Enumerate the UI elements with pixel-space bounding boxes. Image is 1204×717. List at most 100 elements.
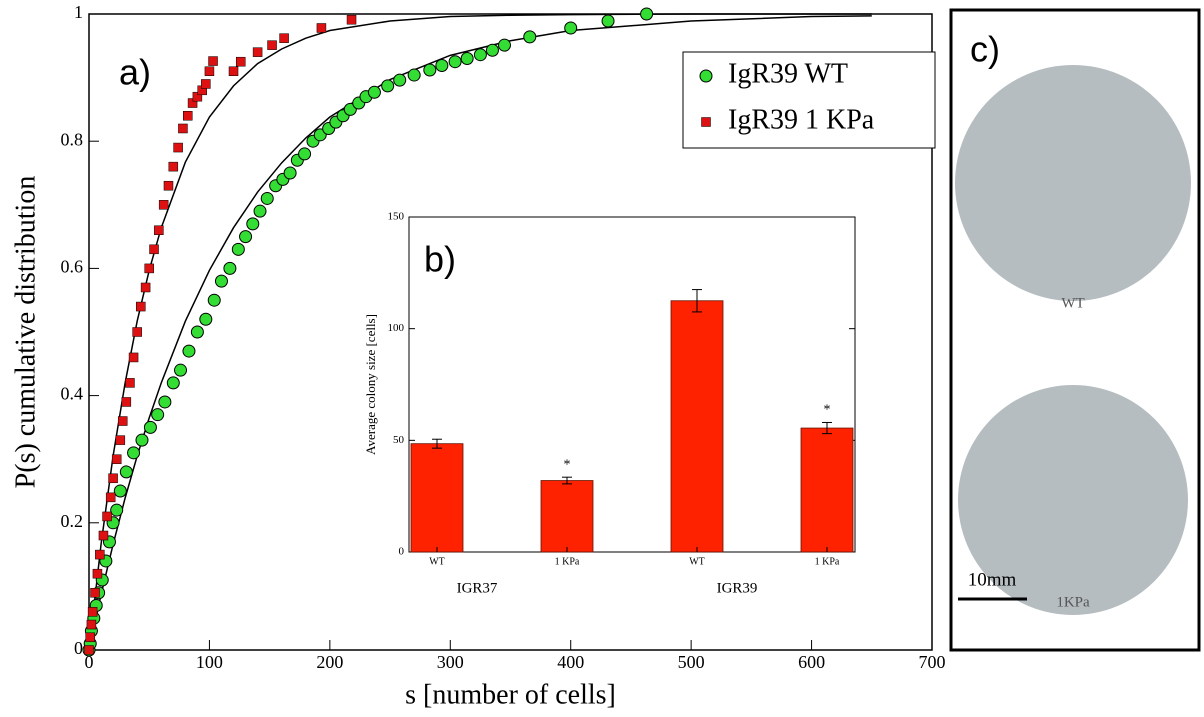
data-point [174, 363, 188, 377]
data-point [316, 23, 327, 33]
data-point [178, 123, 188, 134]
x-axis-label: s [number of cells] [405, 679, 616, 710]
data-point [423, 63, 437, 77]
y-tick-label: 0 [399, 546, 405, 558]
data-point [448, 55, 462, 69]
data-point [201, 79, 211, 89]
data-point [125, 378, 135, 388]
y-tick-label: 0.8 [61, 129, 84, 149]
data-point [260, 191, 274, 205]
data-point [246, 217, 260, 231]
data-point [473, 48, 487, 62]
data-point [127, 446, 141, 460]
bar [410, 443, 464, 553]
data-point [163, 180, 174, 191]
data-point [158, 395, 172, 409]
plate-image [955, 65, 1191, 301]
data-point [151, 408, 165, 422]
x-tick-label: 0 [85, 652, 94, 672]
data-point [136, 301, 146, 312]
data-point [140, 282, 151, 293]
significance-marker: * [564, 457, 571, 472]
data-point [102, 511, 112, 522]
x-tick-label: WT [689, 556, 705, 567]
y-tick-label: 100 [388, 322, 405, 334]
data-point [228, 66, 239, 76]
data-point [223, 261, 237, 275]
data-point [154, 225, 164, 235]
error-bar [692, 289, 702, 313]
data-point [132, 327, 142, 337]
data-point [117, 416, 128, 426]
data-point [407, 68, 421, 82]
y-axis-label: Average colony size [cells] [363, 314, 378, 455]
data-point [144, 263, 154, 274]
data-point [84, 645, 94, 655]
scale-bar-label: 10mm [968, 569, 1017, 590]
x-tick-label: 300 [437, 652, 464, 672]
data-point [105, 492, 116, 503]
data-point [393, 73, 407, 87]
data-point [143, 420, 157, 434]
data-point [190, 325, 204, 339]
data-point [435, 59, 449, 73]
data-point [98, 530, 109, 541]
panel-label: a) [119, 52, 151, 93]
data-point [231, 242, 245, 256]
error-bar [562, 476, 572, 485]
data-point [128, 352, 139, 363]
y-tick-label: 0.4 [61, 384, 84, 404]
y-axis-label: P(s) cumulative distribution [10, 176, 41, 489]
data-point [204, 66, 215, 76]
plot-frame [88, 13, 933, 651]
data-point [207, 293, 221, 307]
data-point [381, 79, 395, 93]
legend-marker [701, 117, 711, 127]
image-label: 1KPa [1056, 594, 1090, 610]
data-point [235, 56, 246, 67]
data-point [252, 47, 263, 57]
data-point [168, 161, 179, 172]
data-point [113, 484, 127, 498]
data-point [187, 98, 198, 108]
fit-line [88, 15, 872, 651]
image-label: WT [1061, 295, 1084, 311]
plate-image [958, 385, 1188, 615]
legend-label: IgR39 WT [728, 58, 848, 89]
error-bar [432, 438, 442, 449]
x-tick-label: 1 KPa [555, 556, 580, 567]
data-point [92, 568, 103, 579]
bar [800, 427, 854, 553]
panel-label: c) [970, 29, 1000, 70]
data-point [166, 376, 180, 390]
data-point [497, 38, 511, 52]
data-point [121, 397, 132, 407]
data-point [279, 33, 289, 43]
bar [540, 480, 594, 553]
data-point [208, 56, 218, 66]
data-point [460, 52, 474, 66]
panel-label: b) [424, 239, 456, 280]
data-point [523, 30, 537, 44]
data-point [135, 433, 149, 447]
y-tick-label: 0.6 [61, 257, 84, 277]
x-tick-label: WT [429, 556, 445, 567]
data-point [158, 200, 169, 210]
legend-box [682, 51, 936, 149]
legend-marker [699, 69, 713, 83]
data-point [182, 344, 196, 358]
fit-line [88, 13, 872, 651]
significance-marker: * [824, 403, 831, 418]
y-tick-label: 50 [393, 434, 405, 446]
data-point [119, 465, 133, 479]
x-tick-label: 700 [919, 652, 946, 672]
data-point [192, 91, 203, 102]
data-point [283, 166, 297, 180]
data-point [111, 454, 122, 464]
plot-frame [408, 216, 856, 553]
data-point [253, 204, 267, 218]
x-tick-label: 600 [798, 652, 825, 672]
data-point [108, 473, 118, 484]
data-point [298, 147, 312, 161]
data-point [85, 632, 95, 643]
